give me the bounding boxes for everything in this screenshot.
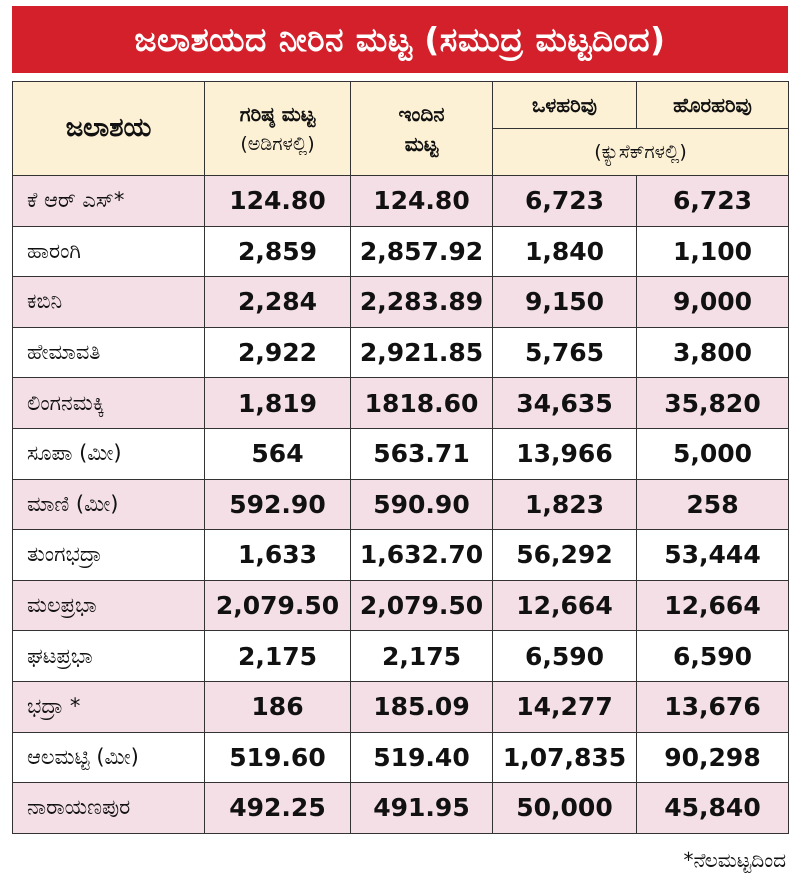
header-max-level-line2: (ಅಡಿಗಳಲ್ಲಿ) (240, 132, 315, 155)
header-current-level: ಇಂದಿನ ಮಟ್ಟ (350, 81, 493, 176)
current-level-cell: 2,283.89 (350, 276, 493, 328)
current-level-cell: 185.09 (350, 680, 493, 733)
outflow-cell: 90,298 (636, 731, 789, 784)
max-level-cell: 1,633 (204, 529, 351, 581)
outflow-cell: 53,444 (636, 529, 789, 581)
table-row: ಹಾರಂಗಿ 2,859 2,857.92 1,840 1,100 (12, 225, 789, 278)
table-title: ಜಲಾಶಯದ ನೀರಿನ ಮಟ್ಟ (ಸಮುದ್ರ ಮಟ್ಟದಿಂದ) (12, 6, 788, 73)
inflow-cell: 56,292 (492, 529, 637, 581)
header-flow-unit: (ಕ್ಯುಸೆಕ್‌ಗಳಲ್ಲಿ) (492, 128, 789, 176)
header-current-level-line1: ಇಂದಿನ (398, 101, 445, 126)
inflow-cell: 1,07,835 (492, 731, 637, 784)
max-level-cell: 2,859 (204, 225, 351, 278)
reservoir-name-cell: ಹೇಮಾವತಿ (12, 326, 205, 379)
table-row: ಆಲಮಟ್ಟಿ (ಮೀ) 519.60 519.40 1,07,835 90,298 (12, 731, 789, 784)
inflow-cell: 9,150 (492, 276, 637, 328)
current-level-cell: 563.71 (350, 427, 493, 480)
header-inflow: ಒಳಹರಿವು (492, 81, 637, 129)
inflow-cell: 50,000 (492, 782, 637, 834)
inflow-cell: 34,635 (492, 377, 637, 429)
max-level-cell: 2,175 (204, 630, 351, 682)
inflow-cell: 1,840 (492, 225, 637, 278)
table-row: ಕೆ ಆರ್ ಎಸ್* 124.80 124.80 6,723 6,723 (12, 175, 789, 227)
reservoir-name-cell: ಸೂಪಾ (ಮೀ) (12, 427, 205, 480)
max-level-cell: 564 (204, 427, 351, 480)
outflow-cell: 9,000 (636, 276, 789, 328)
outflow-cell: 45,840 (636, 782, 789, 834)
reservoir-name-cell: ಭದ್ರಾ * (12, 680, 205, 733)
header-outflow: ಹೊರಹರಿವು (636, 81, 789, 129)
current-level-cell: 2,921.85 (350, 326, 493, 379)
max-level-cell: 1,819 (204, 377, 351, 429)
outflow-cell: 13,676 (636, 680, 789, 733)
reservoir-name-cell: ಮಲಪ್ರಭಾ (12, 579, 205, 632)
header-current-level-line2: ಮಟ್ಟ (404, 131, 439, 156)
reservoir-name-cell: ಆಲಮಟ್ಟಿ (ಮೀ) (12, 731, 205, 784)
table-row: ಘಟಪ್ರಭಾ 2,175 2,175 6,590 6,590 (12, 630, 789, 682)
table-row: ನಾರಾಯಣಪುರ 492.25 491.95 50,000 45,840 (12, 782, 789, 834)
header-max-level-line1: ಗರಿಷ್ಠ ಮಟ್ಟ (239, 101, 316, 126)
reservoir-name-cell: ಮಾಣಿ (ಮೀ) (12, 478, 205, 531)
table-row: ಮಾಣಿ (ಮೀ) 592.90 590.90 1,823 258 (12, 478, 789, 531)
reservoir-name-cell: ಹಾರಂಗಿ (12, 225, 205, 278)
outflow-cell: 6,590 (636, 630, 789, 682)
table-row: ಸೂಪಾ (ಮೀ) 564 563.71 13,966 5,000 (12, 427, 789, 480)
outflow-cell: 5,000 (636, 427, 789, 480)
current-level-cell: 2,857.92 (350, 225, 493, 278)
max-level-cell: 492.25 (204, 782, 351, 834)
table-body: ಕೆ ಆರ್ ಎಸ್* 124.80 124.80 6,723 6,723 ಹಾರಂಗಿ 2… (12, 175, 789, 834)
max-level-cell: 2,079.50 (204, 579, 351, 632)
footnote: *ನೆಲಮಟ್ಟದಿಂದ (683, 848, 786, 872)
header-max-level: ಗರಿಷ್ಠ ಮಟ್ಟ (ಅಡಿಗಳಲ್ಲಿ) (204, 81, 351, 176)
inflow-cell: 6,723 (492, 175, 637, 227)
reservoir-table: ಜಲಾಶಯ ಗರಿಷ್ಠ ಮಟ್ಟ (ಅಡಿಗಳಲ್ಲಿ) ಇಂದಿನ ಮಟ್ಟ… (12, 81, 789, 834)
current-level-cell: 491.95 (350, 782, 493, 834)
reservoir-name-cell: ತುಂಗಭದ್ರಾ (12, 529, 205, 581)
current-level-cell: 2,079.50 (350, 579, 493, 632)
current-level-cell: 124.80 (350, 175, 493, 227)
max-level-cell: 186 (204, 680, 351, 733)
outflow-cell: 35,820 (636, 377, 789, 429)
reservoir-name-cell: ಲಿಂಗನಮಕ್ಕಿ (12, 377, 205, 429)
max-level-cell: 2,284 (204, 276, 351, 328)
max-level-cell: 2,922 (204, 326, 351, 379)
table-row: ಮಲಪ್ರಭಾ 2,079.50 2,079.50 12,664 12,664 (12, 579, 789, 632)
current-level-cell: 590.90 (350, 478, 493, 531)
outflow-cell: 258 (636, 478, 789, 531)
reservoir-name-cell: ಕಬಿನಿ (12, 276, 205, 328)
inflow-cell: 1,823 (492, 478, 637, 531)
max-level-cell: 519.60 (204, 731, 351, 784)
outflow-cell: 6,723 (636, 175, 789, 227)
inflow-cell: 5,765 (492, 326, 637, 379)
outflow-cell: 12,664 (636, 579, 789, 632)
header-reservoir: ಜಲಾಶಯ (12, 81, 205, 176)
outflow-cell: 3,800 (636, 326, 789, 379)
inflow-cell: 13,966 (492, 427, 637, 480)
reservoir-name-cell: ನಾರಾಯಣಪುರ (12, 782, 205, 834)
table-row: ಭದ್ರಾ * 186 185.09 14,277 13,676 (12, 680, 789, 733)
current-level-cell: 1,632.70 (350, 529, 493, 581)
inflow-cell: 6,590 (492, 630, 637, 682)
inflow-cell: 14,277 (492, 680, 637, 733)
table-row: ಕಬಿನಿ 2,284 2,283.89 9,150 9,000 (12, 276, 789, 328)
outflow-cell: 1,100 (636, 225, 789, 278)
max-level-cell: 124.80 (204, 175, 351, 227)
current-level-cell: 2,175 (350, 630, 493, 682)
inflow-cell: 12,664 (492, 579, 637, 632)
table-row: ಹೇಮಾವತಿ 2,922 2,921.85 5,765 3,800 (12, 326, 789, 379)
reservoir-name-cell: ಕೆ ಆರ್ ಎಸ್* (12, 175, 205, 227)
table-row: ತುಂಗಭದ್ರಾ 1,633 1,632.70 56,292 53,444 (12, 529, 789, 581)
current-level-cell: 519.40 (350, 731, 493, 784)
table-row: ಲಿಂಗನಮಕ್ಕಿ 1,819 1818.60 34,635 35,820 (12, 377, 789, 429)
current-level-cell: 1818.60 (350, 377, 493, 429)
reservoir-name-cell: ಘಟಪ್ರಭಾ (12, 630, 205, 682)
max-level-cell: 592.90 (204, 478, 351, 531)
